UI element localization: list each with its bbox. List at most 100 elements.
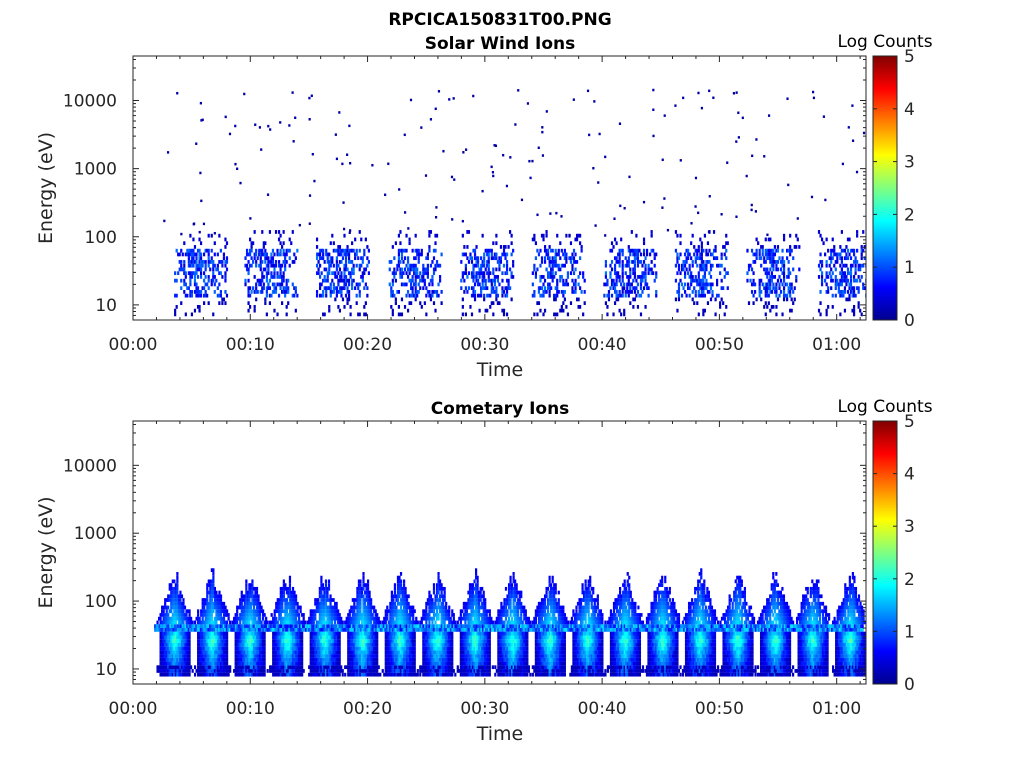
heatmap-cell [353, 249, 355, 253]
heatmap-cell [783, 271, 785, 275]
heatmap-cell [795, 234, 797, 238]
heatmap-cell [195, 271, 197, 275]
heatmap-cell [561, 249, 563, 253]
heatmap-cell [176, 587, 178, 591]
heatmap-cell [226, 632, 228, 636]
heatmap-cell [261, 249, 263, 253]
heatmap-cell [353, 264, 355, 268]
heatmap-cell [226, 268, 228, 272]
heatmap-cell [412, 286, 414, 290]
heatmap-cell [760, 279, 762, 283]
heatmap-cell [605, 271, 607, 275]
heatmap-cell [192, 264, 194, 268]
heatmap-cell [462, 220, 464, 223]
heatmap-cell [615, 279, 617, 283]
heatmap-cell [296, 294, 298, 298]
heatmap-cell [208, 249, 210, 253]
heatmap-cell [498, 268, 500, 272]
heatmap-cell [646, 283, 648, 287]
heatmap-cell [176, 579, 178, 583]
heatmap-cell [787, 184, 789, 187]
heatmap-cell [780, 268, 782, 272]
heatmap-cell [418, 290, 420, 294]
heatmap-cell [486, 309, 488, 313]
heatmap-cell [579, 256, 581, 260]
heatmap-cell [492, 241, 494, 245]
heatmap-cell [395, 279, 397, 283]
heatmap-cell [829, 264, 831, 268]
heatmap-cell [226, 654, 228, 658]
heatmap-cell [197, 275, 199, 279]
heatmap-cell [390, 260, 392, 264]
heatmap-cell [827, 286, 829, 290]
heatmap-cell [402, 260, 404, 264]
heatmap-cell [182, 253, 184, 257]
heatmap-cell [556, 279, 558, 283]
heatmap-cell [359, 249, 361, 253]
heatmap-cell [269, 128, 271, 131]
colorbar-tick-label: 4 [904, 100, 915, 120]
heatmap-cell [544, 309, 546, 313]
heatmap-cell [707, 301, 709, 305]
heatmap-cell [597, 181, 599, 184]
heatmap-cell [555, 298, 557, 302]
heatmap-cell [506, 264, 508, 268]
heatmap-cell [296, 249, 298, 253]
heatmap-cell [652, 89, 654, 92]
heatmap-cell [494, 279, 496, 283]
heatmap-cell [634, 268, 636, 272]
heatmap-cell [286, 253, 288, 257]
heatmap-cell [751, 209, 753, 212]
heatmap-cell [637, 283, 639, 287]
heatmap-cell [205, 275, 207, 279]
heatmap-cell [501, 286, 503, 290]
heatmap-cell [200, 275, 202, 279]
heatmap-cell [521, 199, 523, 202]
heatmap-cell [264, 613, 266, 617]
heatmap-cell [783, 290, 785, 294]
heatmap-cell [512, 275, 514, 279]
heatmap-cell [259, 602, 261, 606]
heatmap-cell [852, 139, 854, 142]
heatmap-cell [535, 271, 537, 275]
heatmap-cell [224, 301, 226, 305]
heatmap-cell [833, 245, 835, 249]
heatmap-cell [424, 301, 426, 305]
heatmap-cell [283, 271, 285, 275]
heatmap-cell [415, 234, 417, 238]
heatmap-cell [783, 279, 785, 283]
heatmap-cell [701, 107, 703, 110]
heatmap-cell [384, 194, 386, 197]
heatmap-cell [559, 256, 561, 260]
heatmap-cell [579, 271, 581, 275]
heatmap-cell [821, 275, 823, 279]
heatmap-cell [611, 241, 613, 245]
heatmap-cell [396, 268, 398, 272]
heatmap-cell [631, 230, 633, 234]
heatmap-cell [205, 290, 207, 294]
heatmap-cell [783, 298, 785, 302]
heatmap-cell [539, 279, 541, 283]
heatmap-cell [792, 268, 794, 272]
heatmap-cell [756, 298, 758, 302]
heatmap-cell [354, 256, 356, 260]
y-tick-label: 1000 [74, 160, 117, 180]
heatmap-cell [441, 301, 443, 305]
heatmap-cell [199, 231, 201, 234]
heatmap-cell [482, 234, 484, 238]
heatmap-cell [611, 268, 613, 272]
heatmap-cell [427, 256, 429, 260]
heatmap-cell [316, 238, 318, 242]
heatmap-cell [701, 256, 703, 260]
heatmap-cell [283, 241, 285, 245]
heatmap-cell [278, 294, 280, 298]
heatmap-cell [180, 301, 182, 305]
heatmap-cell [718, 294, 720, 298]
heatmap-cell [555, 212, 557, 215]
heatmap-cell [641, 279, 643, 283]
heatmap-cell [437, 294, 439, 298]
heatmap-cell [197, 609, 199, 613]
heatmap-cell [576, 238, 578, 242]
heatmap-cell [628, 176, 630, 179]
heatmap-cell [489, 305, 491, 309]
